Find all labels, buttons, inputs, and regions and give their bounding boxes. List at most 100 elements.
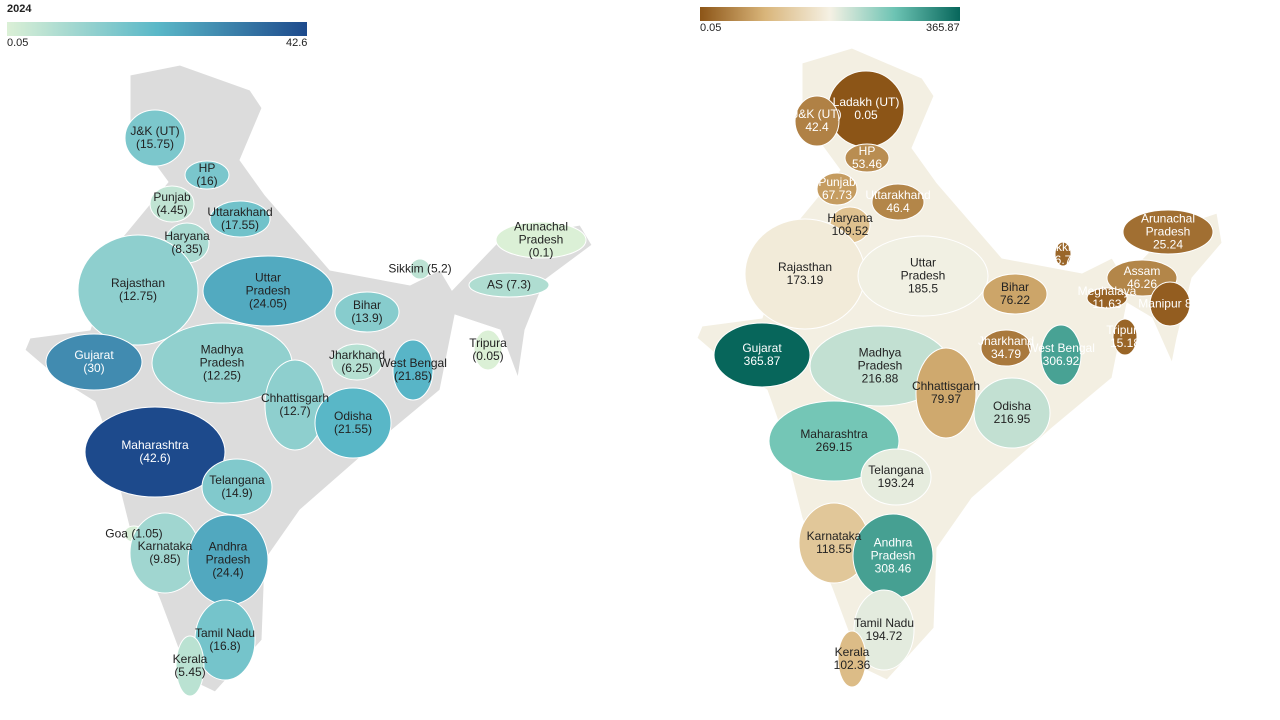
region-label: Tripura (0.05): [438, 337, 538, 363]
region-label: West Bengal (21.85): [363, 357, 463, 383]
region-label: Uttar Pradesh (24.05): [233, 271, 303, 311]
region-label: Ladakh (UT) 0.05: [816, 96, 916, 122]
region-name: Andhra Pradesh: [205, 539, 251, 567]
region-value: 53.46: [851, 157, 883, 171]
region-name: Maharashtra: [800, 427, 868, 441]
region-value: (21.85): [393, 369, 433, 383]
region-name: Gujarat: [74, 348, 114, 362]
region-value: 34.79: [990, 347, 1022, 361]
region: [202, 255, 334, 327]
region-value: 109.52: [831, 224, 869, 238]
region: [331, 343, 383, 381]
legend-title: 2024: [7, 3, 32, 15]
region-label: Maharashtra (42.6): [105, 439, 205, 465]
region-value: 46.26: [1126, 277, 1158, 291]
region-name: Jharkhand: [328, 348, 386, 362]
region-value: (1.05): [131, 526, 163, 541]
region-name: Tamil Nadu: [194, 626, 256, 640]
region: [1149, 281, 1191, 327]
region-label: Rajasthan (12.75): [88, 277, 188, 303]
region-label: Odisha (21.55): [303, 410, 403, 436]
region-value: 216.88: [861, 371, 899, 386]
region-value: (13.9): [351, 311, 383, 325]
region-label: Uttar Pradesh 185.5: [888, 255, 958, 296]
region-name: Sikkim: [388, 261, 424, 276]
region-name: Rajasthan: [110, 276, 166, 290]
region: [982, 273, 1048, 315]
region-name: Rajasthan: [777, 260, 833, 274]
region-name: Kerala: [834, 645, 870, 659]
region-value: 0.05: [854, 108, 878, 122]
region-value: (15.75): [135, 137, 175, 151]
region-value: (5.2): [427, 261, 452, 276]
region-label: Gujarat 365.87: [712, 342, 812, 368]
region-value: (16.8): [209, 639, 241, 653]
region-label: Bihar 76.22: [965, 281, 1065, 307]
legend-min: 0.05: [7, 37, 29, 49]
region-name: Telangana: [868, 463, 924, 477]
region: [77, 234, 199, 346]
region-label: Assam 46.26: [1092, 265, 1192, 291]
region-name: Odisha: [333, 409, 373, 423]
region-value: 79.97: [930, 392, 962, 406]
region-name: Uttar Pradesh: [900, 255, 946, 283]
region-label: Sikkim (5.2): [370, 261, 470, 276]
region: [1086, 287, 1128, 309]
region-value: 16.71: [1047, 253, 1079, 267]
region-label: Karnataka (9.85): [115, 540, 215, 566]
region: [473, 329, 503, 371]
region-value: 306.92: [1042, 354, 1080, 368]
region-name: Tamil Nadu: [853, 616, 915, 630]
region-label: Tripura 15.18: [1075, 324, 1175, 350]
region-label: Arunachal Pradesh (0.1): [506, 220, 576, 260]
region-name: Ladakh (UT): [832, 95, 900, 109]
region-name: Uttarakhand: [207, 205, 273, 219]
region-value: 118.55: [816, 542, 852, 556]
region-name: Telangana: [209, 473, 265, 487]
region-name: Kerala: [172, 652, 208, 666]
region-value: 194.72: [865, 629, 903, 643]
region-name: Punjab: [153, 190, 191, 204]
region-value: 216.95: [993, 412, 1031, 426]
region-value: (14.9): [221, 486, 253, 500]
region: [1112, 318, 1138, 356]
region-value: (9.85): [149, 552, 181, 566]
region-name: West Bengal: [379, 356, 447, 370]
region-name: Gujarat: [742, 341, 782, 355]
region-label: Karnataka 118.55: [784, 530, 884, 556]
region-name: J&K (UT): [792, 107, 842, 121]
region-name: Bihar: [1000, 280, 1029, 294]
region-label: Rajasthan 173.19: [755, 261, 855, 287]
region-name: Haryana: [827, 211, 873, 225]
region-value: 102.36: [833, 658, 871, 672]
region: [149, 185, 195, 223]
region: [495, 221, 587, 259]
region: [871, 183, 925, 221]
region-name: Chhattisgarh: [911, 379, 981, 393]
region-label: Andhra Pradesh 308.46: [858, 536, 928, 576]
region: [175, 635, 205, 697]
region-label: Telangana (14.9): [187, 474, 287, 500]
region-value: (42.6): [139, 451, 171, 465]
region-label: Punjab 67.73: [787, 176, 887, 202]
region-label: Arunachal Pradesh 25.24: [1133, 212, 1203, 252]
region-name: HP: [198, 161, 216, 175]
region-value: 11.63: [1092, 297, 1122, 311]
region: [844, 143, 890, 173]
region-label: HP 53.46: [817, 145, 917, 171]
region-label: Jharkhand 34.79: [956, 335, 1056, 361]
region-value: 269.15: [815, 440, 853, 454]
region-value: 185.5: [907, 281, 939, 296]
region-label: J&K (UT) (15.75): [105, 125, 205, 151]
legend-bar: [7, 22, 307, 36]
region-value: (24.4): [212, 565, 244, 580]
region-value: (24.05): [248, 296, 288, 311]
region-label: West Bengal 306.92: [1011, 342, 1111, 368]
region-name: Karnataka: [806, 529, 862, 543]
region-name: Madhya Pradesh: [199, 342, 245, 370]
legend-bar: [700, 7, 960, 21]
region: [314, 387, 392, 459]
region-value: (6.25): [341, 361, 373, 375]
region-name: Maharashtra: [121, 438, 189, 452]
